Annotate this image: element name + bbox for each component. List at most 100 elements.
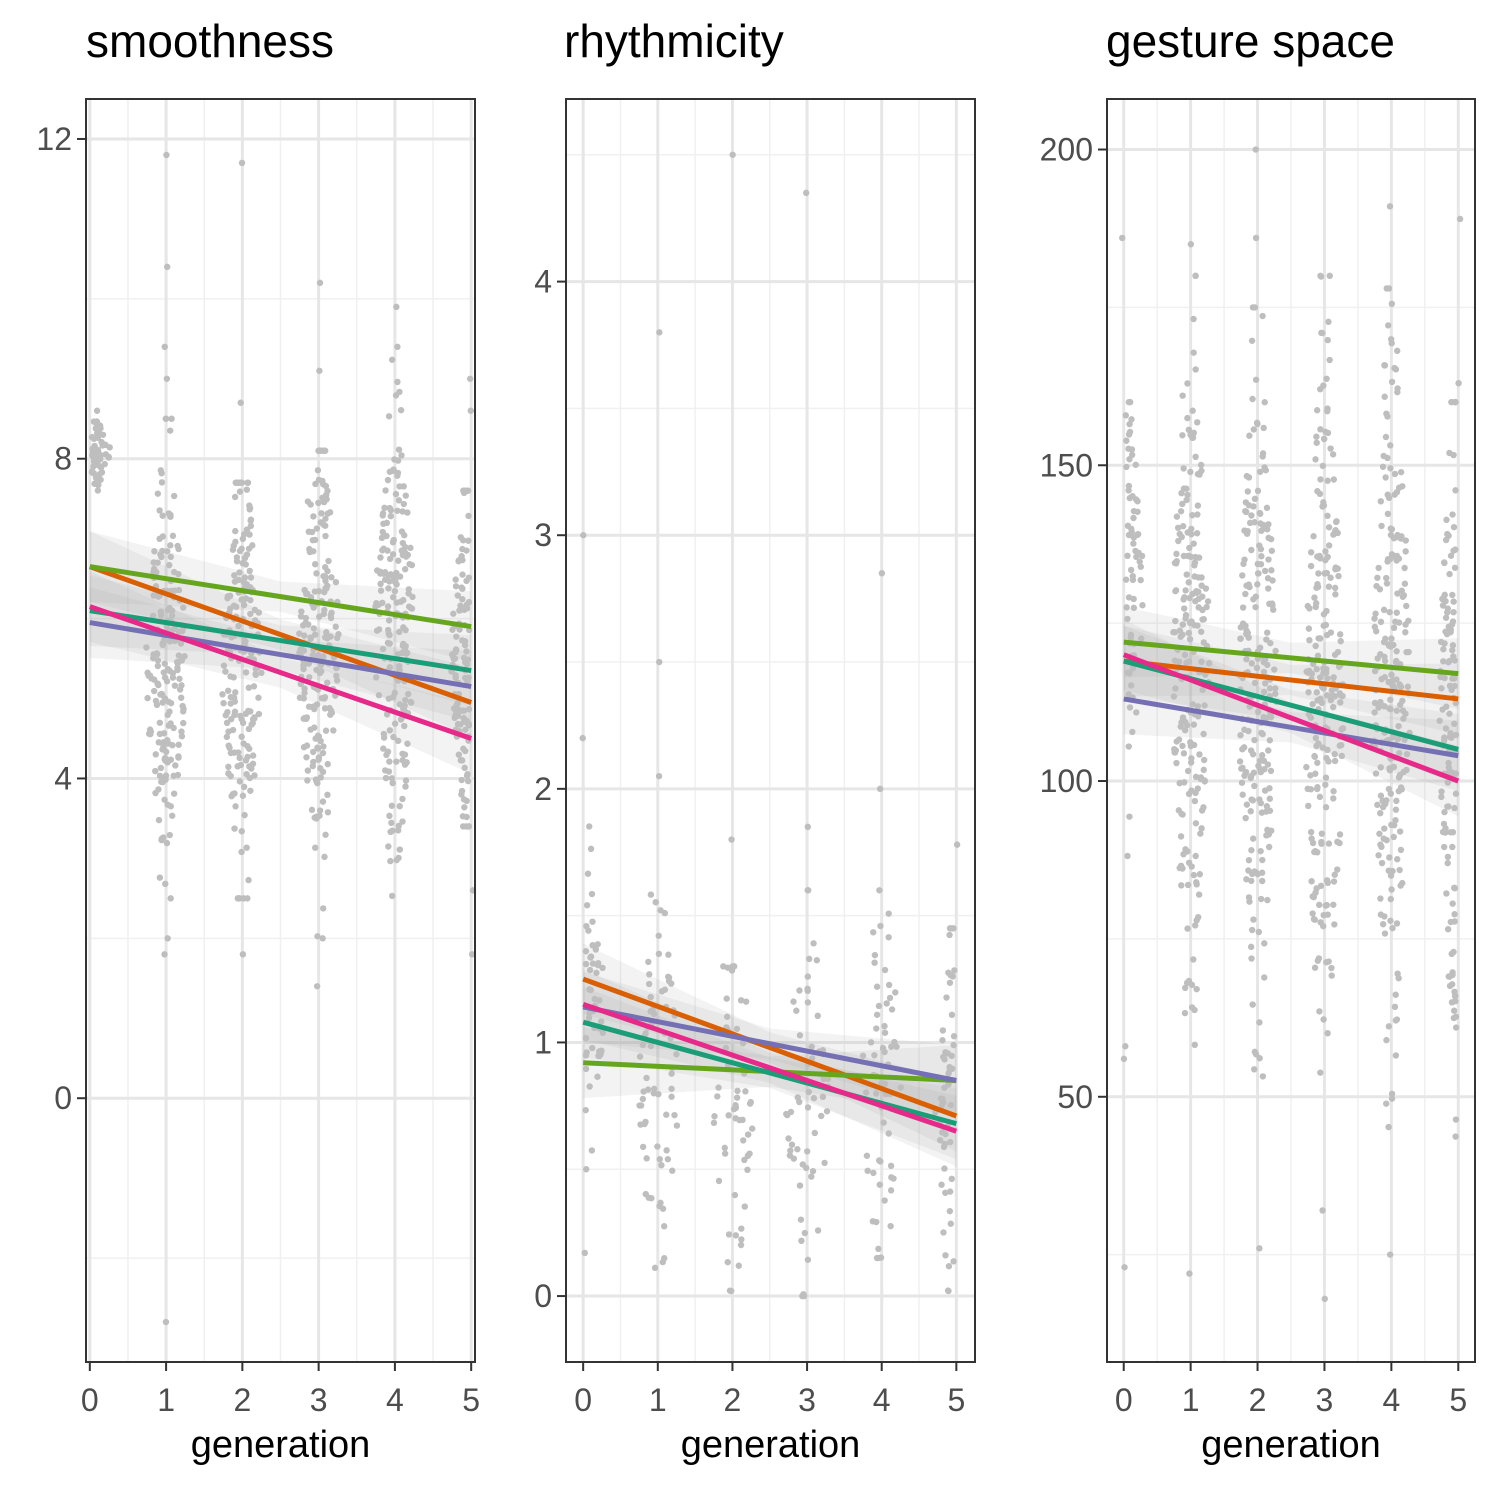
data-point (394, 507, 401, 514)
data-point (1449, 900, 1456, 907)
data-point (813, 957, 821, 964)
data-point (251, 606, 259, 614)
data-point (1313, 439, 1320, 446)
data-point (229, 726, 237, 734)
data-point (1187, 553, 1195, 561)
data-point (823, 1108, 831, 1115)
data-point (300, 662, 307, 670)
data-point (806, 955, 813, 963)
data-point (172, 762, 179, 769)
data-point (463, 577, 470, 585)
data-point (1248, 660, 1256, 667)
data-point (1181, 605, 1188, 612)
data-point (648, 1194, 655, 1202)
data-point (1324, 553, 1331, 561)
data-point (169, 532, 177, 540)
data-point (583, 1049, 590, 1056)
data-point (150, 687, 158, 695)
data-point (249, 752, 257, 759)
data-point (673, 1122, 681, 1129)
data-point (646, 971, 653, 978)
data-point-outlier (953, 841, 961, 848)
data-point (1190, 956, 1197, 963)
data-point-outlier (1321, 1295, 1328, 1303)
data-point (1401, 580, 1409, 587)
data-point (1402, 548, 1409, 555)
data-point (1185, 426, 1193, 434)
data-point (875, 1002, 883, 1010)
data-point (1378, 859, 1386, 867)
data-point (1389, 924, 1396, 932)
data-point (1192, 366, 1199, 373)
data-point (237, 479, 244, 486)
data-point (1449, 843, 1456, 851)
data-point (316, 812, 323, 819)
data-point (663, 1147, 670, 1154)
data-point (389, 779, 396, 787)
data-point (403, 649, 411, 657)
data-point (1317, 272, 1324, 280)
data-point (450, 610, 457, 617)
data-point (738, 1236, 745, 1243)
data-point (1271, 666, 1278, 673)
data-point (375, 692, 383, 699)
data-point (1320, 922, 1327, 930)
data-point (401, 566, 409, 573)
data-point (300, 695, 307, 702)
data-point (1447, 628, 1454, 636)
data-point (399, 757, 406, 764)
x-tick-label: 1 (649, 1382, 667, 1418)
data-point (332, 623, 339, 630)
data-point (742, 998, 750, 1005)
data-point (315, 587, 323, 595)
data-point (1134, 531, 1141, 539)
data-point (1310, 533, 1317, 540)
data-point (380, 570, 387, 577)
data-point (1322, 781, 1329, 788)
data-point (725, 1231, 733, 1238)
data-point (1242, 769, 1249, 777)
data-point (105, 454, 112, 461)
data-point (941, 1084, 948, 1091)
panel-border (85, 98, 476, 1363)
data-point (301, 714, 308, 722)
data-point (170, 724, 177, 732)
data-point (156, 507, 163, 514)
data-point (402, 783, 409, 790)
data-point (1179, 523, 1187, 530)
data-point (1259, 521, 1267, 529)
y-tick-label: 2 (534, 771, 552, 807)
data-point (881, 1197, 888, 1204)
data-point (219, 691, 226, 698)
data-point (1388, 526, 1396, 533)
data-point (1330, 878, 1338, 885)
data-point (458, 757, 466, 764)
data-point (655, 932, 662, 939)
data-point (876, 887, 883, 894)
data-point (404, 509, 411, 516)
data-point (1251, 679, 1259, 687)
data-point (401, 532, 408, 539)
data-point (1317, 695, 1324, 703)
data-point (1258, 527, 1265, 534)
data-point (1448, 950, 1455, 958)
data-point (805, 1088, 812, 1096)
data-point (1197, 774, 1205, 781)
data-point (1183, 496, 1190, 504)
data-point (1198, 807, 1206, 814)
data-point (1192, 272, 1199, 280)
data-point (1383, 574, 1390, 582)
data-point (1172, 747, 1180, 754)
data-point (1440, 646, 1447, 653)
data-point (402, 696, 409, 704)
data-point (1323, 375, 1330, 382)
data-point (1324, 336, 1331, 344)
data-point (1251, 736, 1258, 744)
data-point-outlier (161, 343, 168, 351)
data-point (94, 446, 102, 454)
data-point (1261, 974, 1268, 981)
data-point (1265, 585, 1272, 592)
data-point (325, 557, 332, 565)
data-point (457, 602, 464, 609)
data-point (946, 931, 953, 939)
